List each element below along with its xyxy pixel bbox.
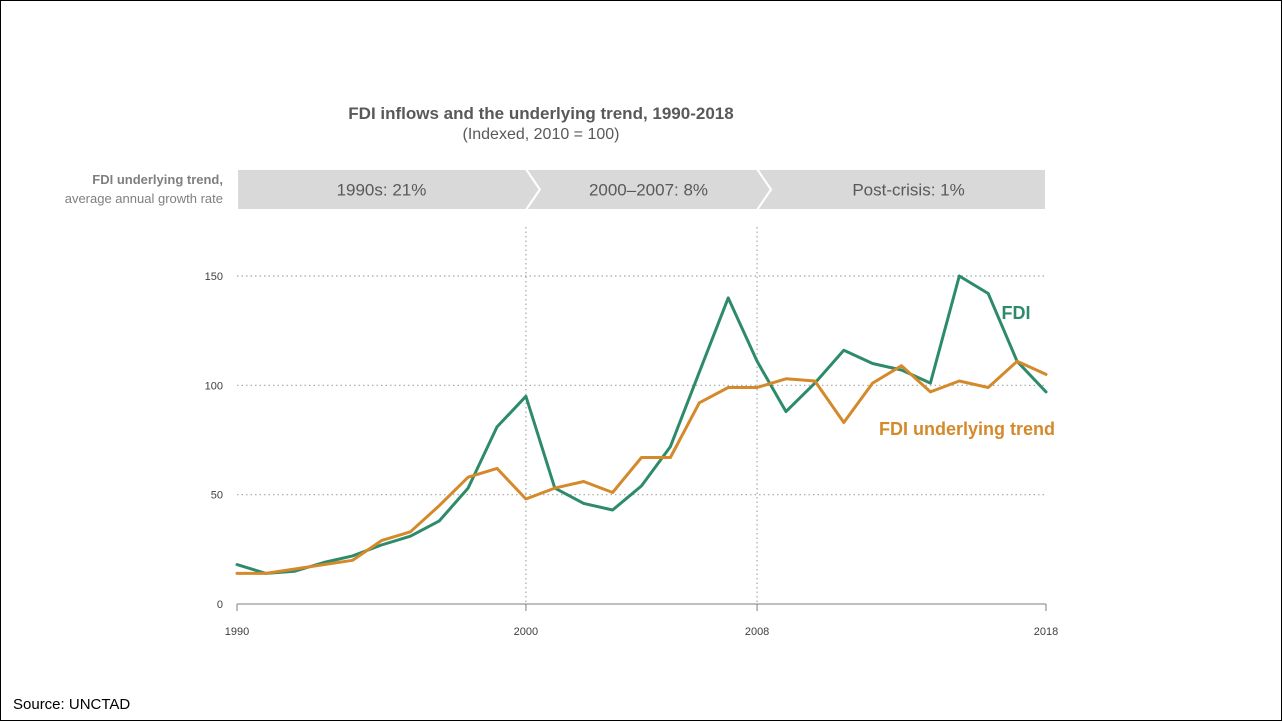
y-tick-label: 50 xyxy=(211,490,223,502)
chart-subtitle: (Indexed, 2010 = 100) xyxy=(462,126,620,143)
period-banner-label: 1990s: 21% xyxy=(337,181,427,200)
chart-title: FDI inflows and the underlying trend, 19… xyxy=(348,104,734,123)
source-note: Source: UNCTAD xyxy=(13,696,131,713)
period-banner-label: 2000–2007: 8% xyxy=(589,181,708,200)
y-tick-label: 100 xyxy=(205,380,223,392)
series-label-fdi: FDI xyxy=(1002,303,1031,323)
trend-label-line2: average annual growth rate xyxy=(64,191,223,206)
x-tick-label: 2008 xyxy=(745,626,769,638)
x-tick-label: 1990 xyxy=(225,626,249,638)
x-tick-label: 2000 xyxy=(514,626,538,638)
series-line-trend xyxy=(235,359,1048,575)
y-tick-label: 150 xyxy=(205,271,223,283)
trend-label-line1: FDI underlying trend, xyxy=(92,172,223,187)
period-banner-segment xyxy=(755,168,1047,211)
y-tick-label: 0 xyxy=(217,599,223,611)
x-tick-label: 2018 xyxy=(1034,626,1058,638)
series-label-trend: FDI underlying trend xyxy=(879,419,1055,439)
period-banner-label: Post-crisis: 1% xyxy=(852,181,964,200)
